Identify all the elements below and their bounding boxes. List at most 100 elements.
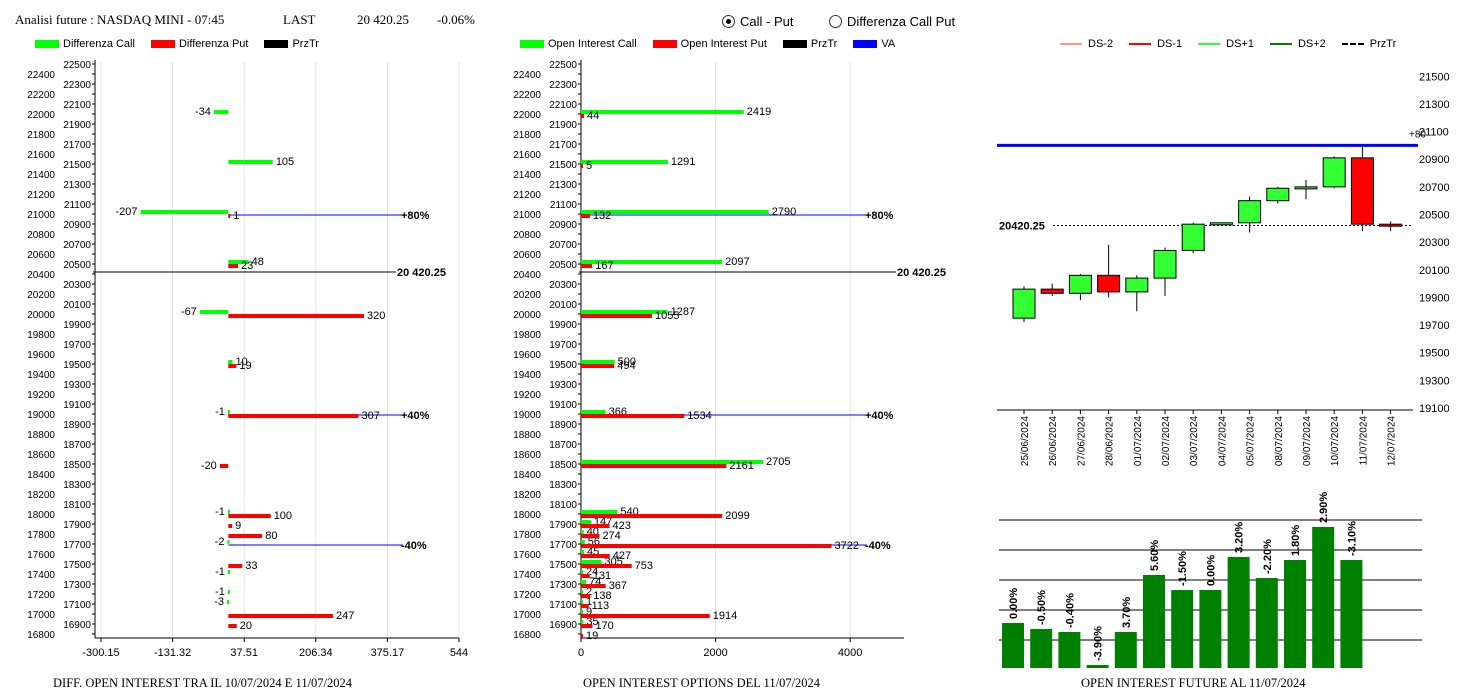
radio-call-put-dot[interactable] — [722, 15, 735, 28]
oi-bar-label: 5.60% — [1149, 540, 1161, 571]
radio-diff-call-put-dot[interactable] — [829, 15, 842, 28]
y-tick-label-right: 22300 — [63, 80, 91, 91]
y-tick-label: 20300 — [1419, 237, 1450, 249]
y-tick-label-left: 20200 — [27, 290, 55, 301]
legend-item-przTr: PrzTr — [264, 38, 319, 50]
put-bar — [581, 414, 685, 418]
y-tick-label-left: 18800 — [513, 430, 541, 441]
y-tick-label-right: 19500 — [549, 360, 577, 371]
y-tick-label-right: 17100 — [63, 600, 91, 611]
y-tick-label-right: 20900 — [63, 220, 91, 231]
y-tick-label-right: 21500 — [63, 160, 91, 171]
put-bar-label: 2099 — [725, 510, 749, 522]
call-bar — [581, 580, 586, 584]
y-tick-label-right: 20500 — [549, 260, 577, 271]
x-tick-label: 09/07/2024 — [1302, 416, 1313, 466]
y-tick-label-left: 17000 — [27, 610, 55, 621]
put-bar — [581, 574, 590, 578]
call-bar — [581, 360, 615, 364]
candle-body — [1040, 288, 1064, 294]
legend-item-ds-2: DS-2 — [1060, 38, 1113, 50]
radio-call-put[interactable]: Call - Put — [722, 14, 793, 29]
y-tick-label-right: 22300 — [549, 80, 577, 91]
y-tick-label-left: 21000 — [513, 210, 541, 221]
y-tick-label-left: 20200 — [513, 290, 541, 301]
y-tick-label-left: 22400 — [27, 70, 55, 81]
put-bar-label: 131 — [593, 570, 611, 582]
put-bar-label: 113 — [592, 600, 610, 612]
y-tick-label-right: 21100 — [550, 200, 578, 211]
call-bar — [228, 160, 273, 164]
oi-bar — [1227, 557, 1250, 668]
y-tick-label: 19100 — [1419, 403, 1450, 415]
y-tick-label-right: 17500 — [63, 560, 91, 571]
call-bar-label: 500 — [618, 356, 636, 368]
y-tick-label-left: 17200 — [27, 590, 55, 601]
y-tick-label-left: 16800 — [27, 630, 55, 641]
put-bar — [581, 264, 593, 268]
oi-bar — [1199, 590, 1222, 668]
call-bar — [227, 570, 230, 574]
y-tick-label: 20100 — [1419, 265, 1450, 277]
oi-bar — [1030, 629, 1053, 668]
legend-item-ds-1: DS-1 — [1129, 38, 1182, 50]
put-bar-label: 753 — [635, 560, 653, 572]
oi-bar — [1340, 560, 1363, 668]
put-bar-label: 1534 — [687, 410, 711, 422]
call-bar-label: 2 — [586, 586, 592, 598]
x-tick-label: -300.15 — [82, 647, 119, 659]
y-tick-label-right: 18300 — [63, 480, 91, 491]
y-tick-label-right: 21900 — [63, 120, 91, 131]
put-bar-label: 1055 — [655, 310, 679, 322]
y-tick-label: 20700 — [1419, 182, 1450, 194]
put-bar-label: 20 — [240, 620, 252, 632]
oi-bar-label: -0.50% — [1036, 590, 1048, 625]
y-tick-label-left: 19200 — [513, 390, 541, 401]
x-tick-label: 10/07/2024 — [1330, 416, 1341, 466]
call-bar-label: -1 — [215, 506, 225, 518]
put-bar — [581, 164, 583, 168]
va-label: +80 — [1409, 129, 1426, 140]
y-tick-label-left: 20800 — [27, 230, 55, 241]
y-tick-label-right: 20700 — [549, 240, 577, 251]
call-bar — [140, 210, 229, 214]
y-tick-label-left: 18000 — [27, 510, 55, 521]
y-tick-label-left: 19600 — [27, 350, 55, 361]
legend-label: Open Interest Call — [548, 38, 637, 50]
call-bar-label: 48 — [252, 256, 264, 268]
legend-item-ds+2: DS+2 — [1269, 38, 1326, 50]
y-tick-label-left: 21800 — [27, 130, 55, 141]
call-bar-label: 1 — [586, 596, 592, 608]
oi-bar — [1086, 665, 1109, 668]
y-tick-label-left: 19000 — [27, 410, 55, 421]
x-tick-label: 12/07/2024 — [1387, 416, 1398, 466]
y-tick-label-right: 18500 — [549, 460, 577, 471]
y-tick-label-right: 17700 — [63, 540, 91, 551]
put-bar — [228, 524, 233, 528]
candle-body — [1350, 157, 1374, 225]
x-tick-label: 05/07/2024 — [1246, 416, 1257, 466]
oi-future-chart: 0.00% -0.50% -0.40% -3.90% 3.70% 5.60% -1.50% 0… — [999, 492, 1422, 668]
call-bar — [581, 460, 764, 464]
y-tick-label-right: 18100 — [63, 500, 91, 511]
put-bar — [581, 564, 632, 568]
x-tick-label: 27/06/2024 — [1076, 416, 1087, 466]
call-bar — [227, 590, 230, 594]
x-tick-label: 01/07/2024 — [1133, 416, 1144, 466]
y-tick-label: 21100 — [1419, 127, 1449, 139]
y-tick-label: 19500 — [1419, 348, 1450, 360]
y-tick-label-left: 17800 — [513, 530, 541, 541]
legend-item-diff-call: Differenza Call — [35, 38, 135, 50]
put-bar — [228, 264, 239, 268]
y-tick-label-left: 18000 — [513, 510, 541, 521]
put-bar — [581, 634, 583, 638]
legend-swatch — [35, 40, 59, 48]
radio-diff-call-put-label: Differenza Call Put — [847, 14, 956, 29]
radio-diff-call-put[interactable]: Differenza Call Put — [829, 14, 955, 29]
oi-bar — [1143, 575, 1165, 668]
va-label: +80% — [401, 210, 430, 222]
y-tick-label-left: 21200 — [513, 190, 541, 201]
y-tick-label-left: 17000 — [513, 610, 541, 621]
change-value: -0.06% — [437, 12, 475, 27]
oi-bar-label: -3.90% — [1093, 626, 1105, 661]
